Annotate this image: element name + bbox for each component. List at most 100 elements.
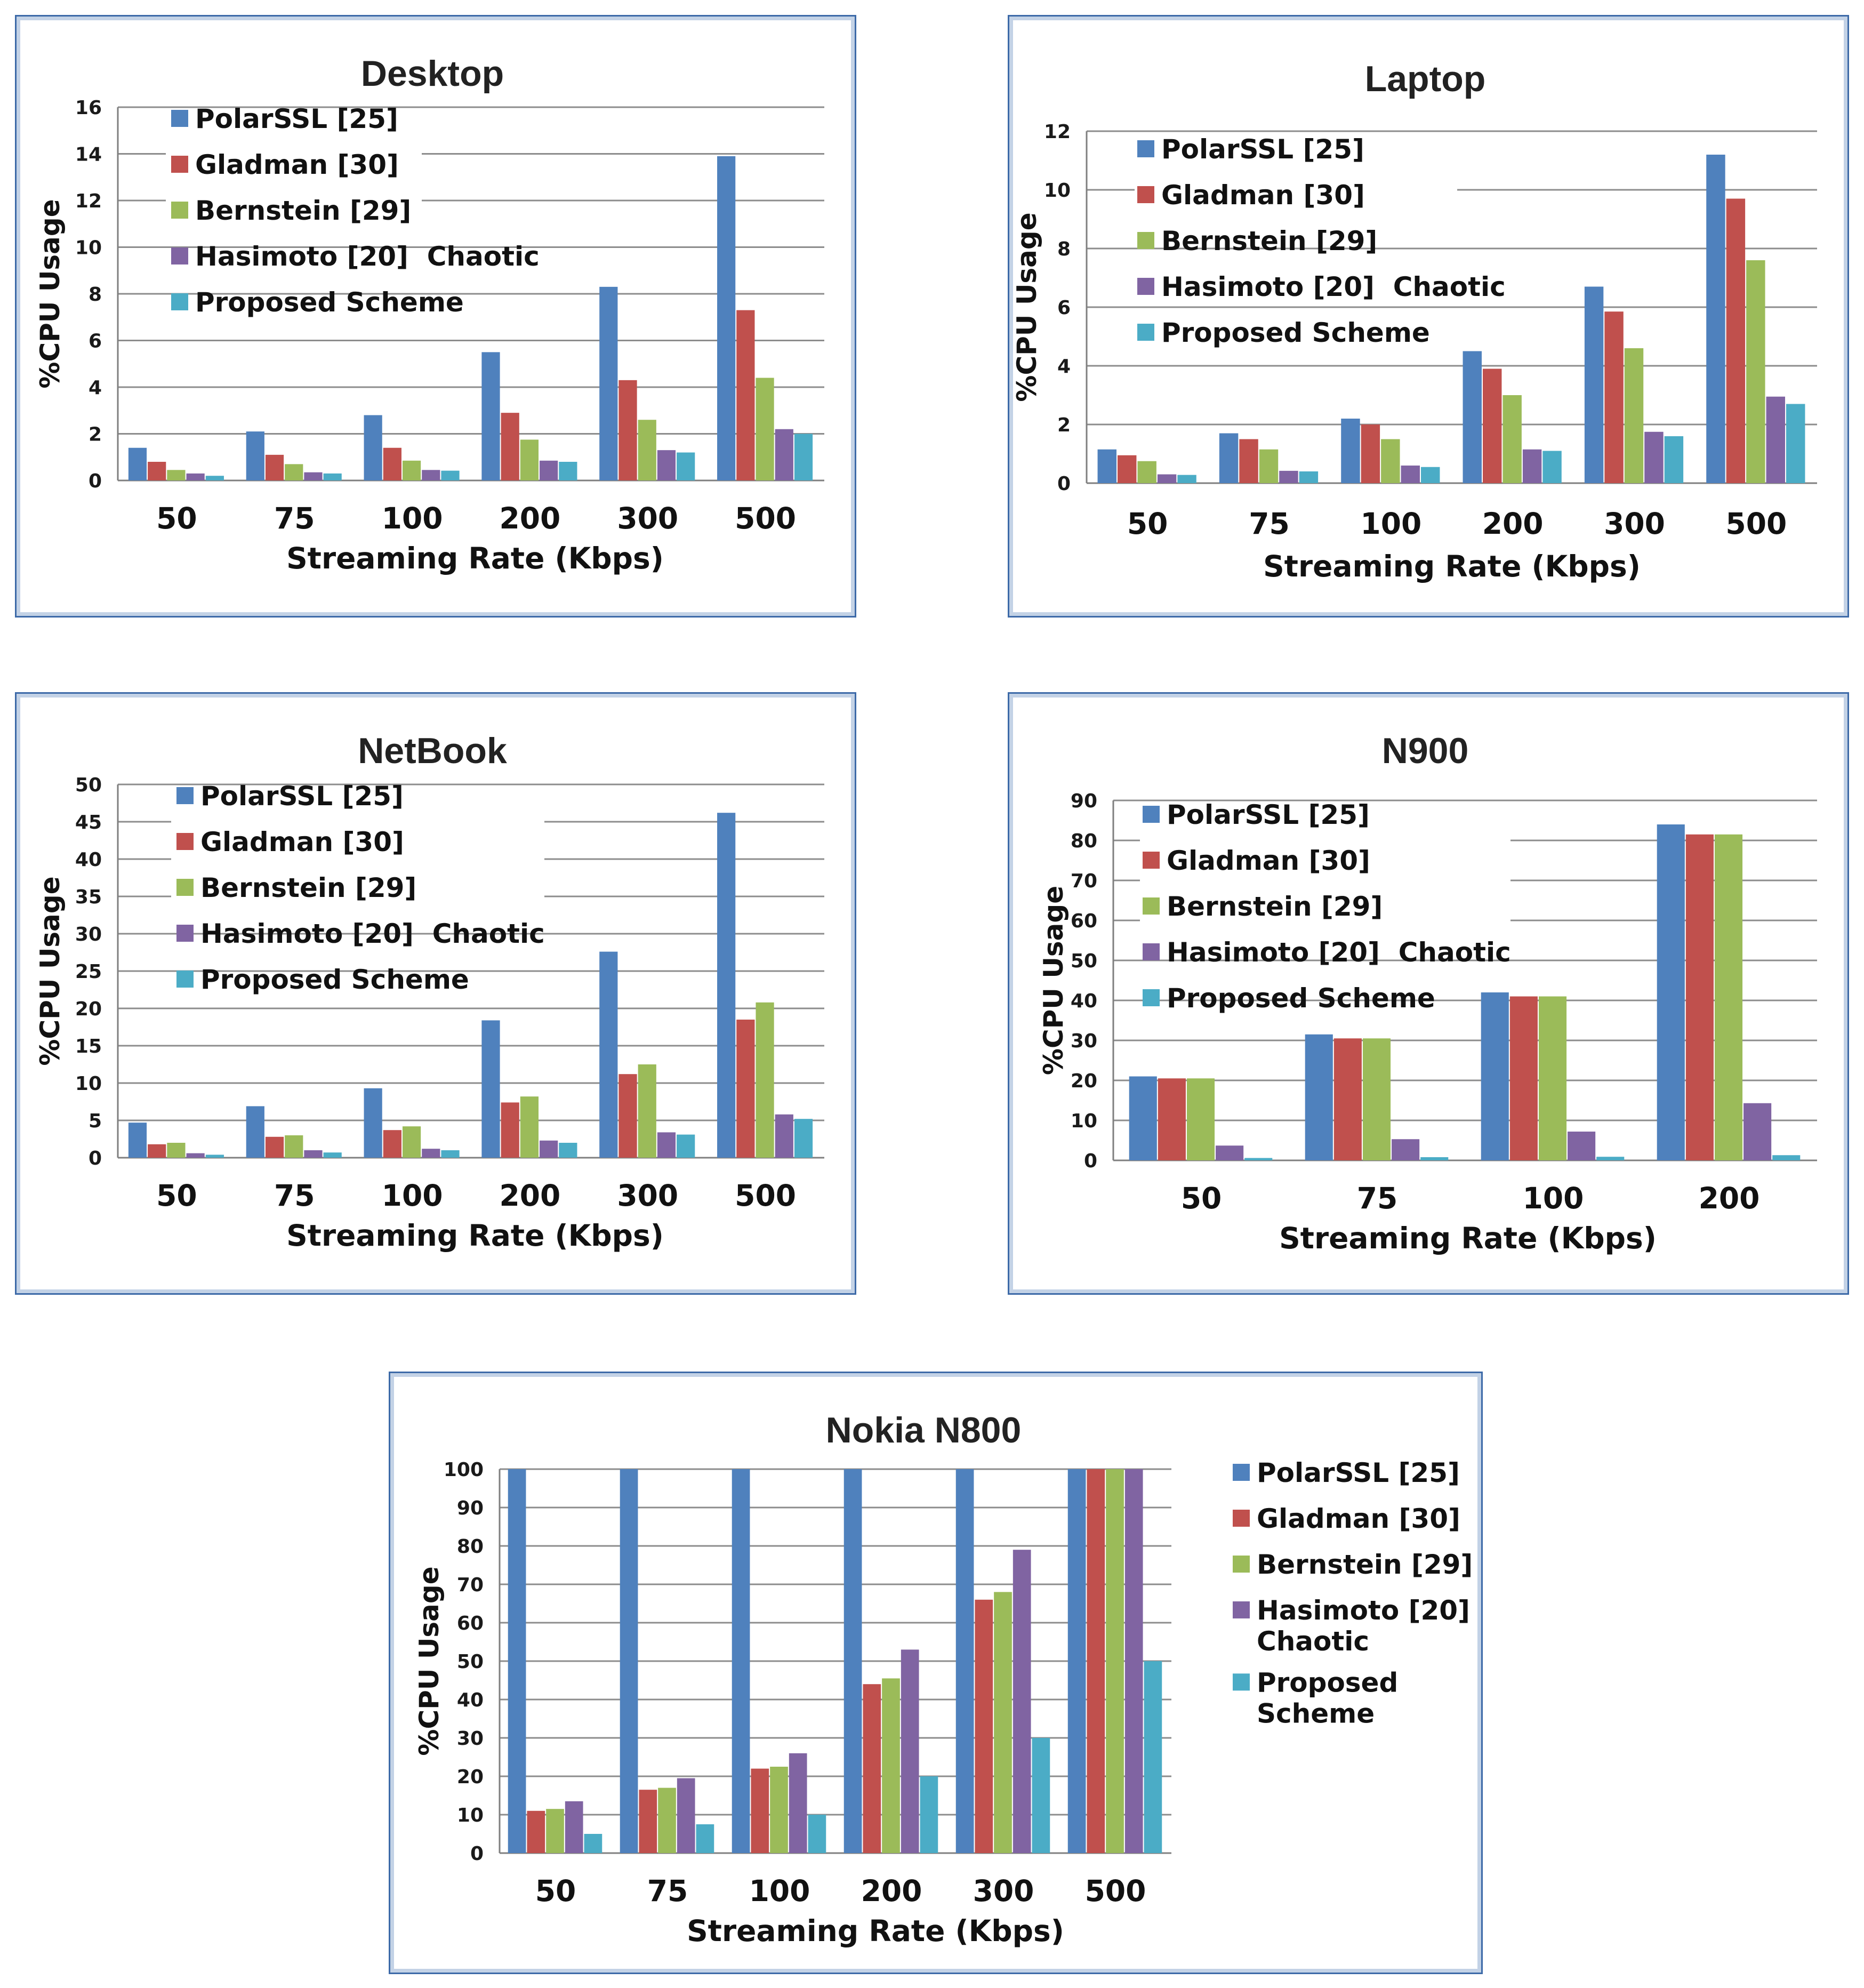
bar-gladman-30-300 bbox=[975, 1599, 993, 1853]
bar-bernstein-29-300 bbox=[1624, 348, 1644, 483]
y-tick-label: 70 bbox=[1071, 870, 1097, 892]
chart-panel-desktop: Desktop 0 2 4 6 8 10 12 14 16 50 75 100 200 300 500 Stre… bbox=[15, 15, 856, 618]
bar-proposed-scheme-100 bbox=[441, 470, 460, 480]
bar-bernstein-29-100 bbox=[1538, 996, 1567, 1160]
chart-panel-laptop: Laptop 0 2 4 6 8 10 12 50 75 100 200 300 500 Streaming… bbox=[1008, 15, 1849, 618]
bar-bernstein-29-75 bbox=[1362, 1038, 1391, 1160]
bar-gladman-30-50 bbox=[1117, 455, 1137, 483]
legend-swatch bbox=[1143, 897, 1160, 915]
x-tick-label: 200 bbox=[1699, 1181, 1760, 1215]
bar-hasimoto-20-chaotic-300 bbox=[1013, 1550, 1031, 1853]
bar-hasimoto-20-chaotic-200 bbox=[901, 1649, 919, 1853]
bar-gladman-30-50 bbox=[527, 1810, 545, 1853]
bar-polarssl-25-200 bbox=[481, 352, 500, 480]
legend-label: PolarSSL [25] bbox=[1167, 799, 1370, 830]
y-axis-label: %CPU Usage bbox=[35, 876, 66, 1065]
bar-hasimoto-20-chaotic-500 bbox=[1124, 1469, 1143, 1853]
chart-title: NetBook bbox=[358, 731, 507, 771]
bar-hasimoto-20-chaotic-75 bbox=[1392, 1139, 1420, 1160]
chart-laptop: Laptop 0 2 4 6 8 10 12 50 75 100 200 300 500 Streaming… bbox=[1011, 59, 1817, 583]
bar-gladman-30-75 bbox=[1333, 1038, 1362, 1160]
bar-gladman-30-100 bbox=[1361, 424, 1380, 483]
y-tick-label: 2 bbox=[89, 424, 102, 446]
bar-gladman-30-300 bbox=[618, 1074, 637, 1158]
x-axis-label: Streaming Rate (Kbps) bbox=[687, 1914, 1064, 1948]
legend-label: Hasimoto [20] Chaotic bbox=[1257, 1595, 1470, 1657]
bar-hasimoto-20-chaotic-500 bbox=[775, 429, 793, 480]
legend-label: Proposed Scheme bbox=[1161, 317, 1430, 348]
bar-gladman-30-100 bbox=[1509, 996, 1538, 1160]
bar-polarssl-25-300 bbox=[1584, 286, 1604, 483]
chart-nokia-n800: Nokia N800 0 10 20 30 40 50 60 70 80 90 100 50 75 100 2… bbox=[414, 1410, 1473, 1948]
y-tick-label: 0 bbox=[1084, 1150, 1097, 1172]
bar-bernstein-29-200 bbox=[882, 1678, 900, 1853]
y-tick-label: 8 bbox=[89, 284, 102, 306]
x-tick-label: 50 bbox=[156, 501, 197, 535]
y-tick-label: 80 bbox=[457, 1536, 484, 1558]
bar-bernstein-29-100 bbox=[402, 460, 421, 480]
legend-swatch bbox=[1137, 140, 1154, 157]
bar-polarssl-25-500 bbox=[717, 813, 736, 1158]
bar-hasimoto-20-chaotic-100 bbox=[422, 470, 440, 480]
bar-hasimoto-20-chaotic-200 bbox=[540, 1140, 558, 1158]
bar-gladman-30-75 bbox=[639, 1790, 657, 1853]
bar-bernstein-29-50 bbox=[1137, 461, 1156, 483]
bar-hasimoto-20-chaotic-500 bbox=[1766, 396, 1786, 483]
y-tick-label: 35 bbox=[75, 886, 102, 908]
legend-swatch bbox=[176, 879, 194, 896]
legend-label: Gladman [30] bbox=[1257, 1503, 1460, 1534]
bar-proposed-scheme-75 bbox=[323, 1152, 342, 1158]
bar-polarssl-25-50 bbox=[508, 1469, 526, 1853]
y-tick-label: 25 bbox=[75, 961, 102, 983]
y-tick-label: 10 bbox=[75, 1073, 102, 1095]
bar-gladman-30-200 bbox=[1685, 834, 1714, 1160]
y-tick-label: 4 bbox=[1057, 356, 1071, 378]
bar-hasimoto-20-chaotic-300 bbox=[1644, 431, 1664, 483]
bar-proposed-scheme-100 bbox=[441, 1150, 460, 1158]
bar-proposed-scheme-100 bbox=[1596, 1157, 1625, 1160]
y-tick-label: 10 bbox=[457, 1805, 484, 1826]
bar-proposed-scheme-500 bbox=[1144, 1661, 1162, 1853]
y-tick-label: 6 bbox=[89, 331, 102, 352]
y-tick-label: 0 bbox=[470, 1843, 484, 1865]
y-tick-label: 0 bbox=[89, 470, 102, 492]
bar-bernstein-29-50 bbox=[546, 1809, 564, 1853]
bar-proposed-scheme-100 bbox=[808, 1815, 826, 1853]
legend-label: Hasimoto [20] Chaotic bbox=[195, 241, 540, 272]
y-tick-label: 0 bbox=[1057, 473, 1071, 495]
x-tick-label: 200 bbox=[500, 501, 561, 535]
legend-swatch bbox=[171, 110, 188, 127]
x-axis-label: Streaming Rate (Kbps) bbox=[1279, 1221, 1657, 1255]
legend-swatch bbox=[171, 293, 188, 310]
bar-polarssl-25-75 bbox=[246, 1106, 264, 1158]
legend-label: Hasimoto [20] Chaotic bbox=[1161, 271, 1506, 302]
bar-bernstein-29-300 bbox=[638, 1064, 656, 1158]
chart-desktop: Desktop 0 2 4 6 8 10 12 14 16 50 75 100 200 300 500 Stre… bbox=[35, 53, 824, 575]
bar-polarssl-25-75 bbox=[246, 431, 264, 480]
bar-polarssl-25-200 bbox=[843, 1469, 862, 1853]
x-tick-label: 500 bbox=[1085, 1874, 1146, 1908]
y-tick-label: 20 bbox=[457, 1766, 484, 1788]
legend-swatch bbox=[1137, 186, 1154, 203]
bar-hasimoto-20-chaotic-200 bbox=[1522, 449, 1542, 483]
x-tick-label: 75 bbox=[274, 501, 315, 535]
bar-polarssl-25-500 bbox=[1067, 1469, 1086, 1853]
bar-bernstein-29-50 bbox=[167, 1143, 186, 1158]
x-tick-label: 100 bbox=[1360, 507, 1421, 541]
legend-label: Gladman [30] bbox=[1161, 180, 1365, 211]
x-tick-label: 300 bbox=[973, 1874, 1034, 1908]
chart-title: Desktop bbox=[361, 53, 504, 94]
bar-hasimoto-20-chaotic-75 bbox=[304, 1150, 323, 1158]
legend-label: Bernstein [29] bbox=[1161, 226, 1377, 256]
y-tick-label: 16 bbox=[75, 97, 102, 119]
bar-proposed-scheme-75 bbox=[1420, 1157, 1449, 1160]
x-tick-label: 200 bbox=[500, 1179, 561, 1213]
y-tick-label: 50 bbox=[75, 774, 102, 796]
bar-bernstein-29-500 bbox=[1106, 1469, 1124, 1853]
bar-gladman-30-100 bbox=[383, 1130, 401, 1158]
bar-bernstein-29-200 bbox=[1503, 395, 1522, 483]
legend-swatch bbox=[1143, 806, 1160, 823]
bar-gladman-30-50 bbox=[148, 462, 166, 480]
y-tick-label: 30 bbox=[75, 924, 102, 945]
bar-polarssl-25-50 bbox=[1129, 1076, 1157, 1160]
